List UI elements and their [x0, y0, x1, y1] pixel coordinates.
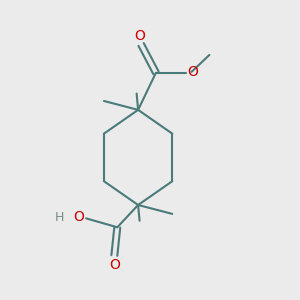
Text: O: O — [74, 211, 85, 224]
Text: O: O — [187, 64, 198, 79]
Text: O: O — [134, 29, 145, 43]
Text: H: H — [54, 211, 64, 224]
Text: O: O — [110, 258, 120, 272]
